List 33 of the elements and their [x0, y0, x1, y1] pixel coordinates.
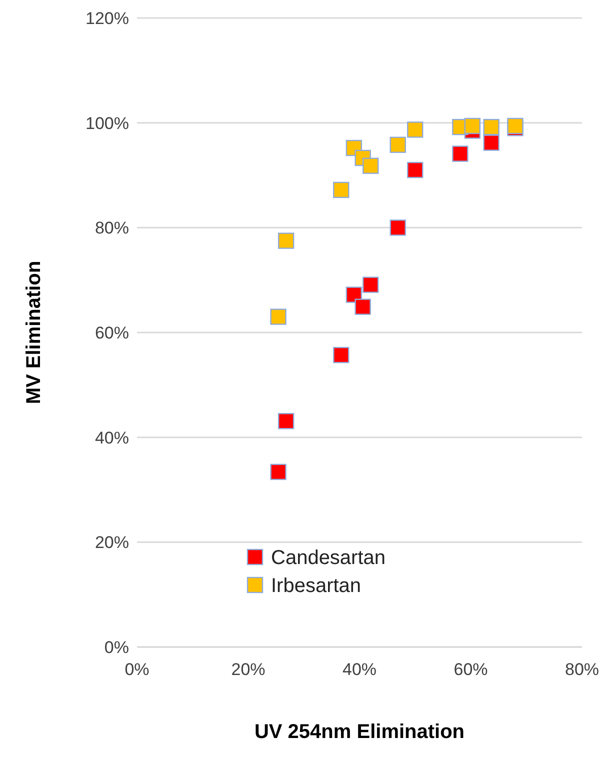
point [452, 146, 468, 162]
x-axis-title: UV 254nm Elimination [254, 721, 465, 743]
legend-label: Candesartan [271, 547, 386, 569]
y-axis-title: MV Elimination [23, 260, 45, 404]
x-tick-label: 0% [124, 660, 150, 679]
point [390, 136, 406, 153]
point [278, 412, 294, 430]
point [483, 134, 500, 151]
point [390, 220, 406, 236]
point [362, 276, 379, 293]
y-tick-label: 80% [94, 218, 129, 238]
y-tick-label: 120% [86, 8, 129, 28]
y-tick-label: 60% [94, 323, 129, 342]
x-tick-label: 20% [231, 660, 266, 679]
point [483, 118, 500, 136]
y-tick-label: 20% [94, 533, 129, 552]
point [407, 122, 424, 138]
point [333, 182, 350, 198]
x-tick-label: 80% [564, 660, 600, 679]
point [333, 346, 350, 364]
x-tick-label: 60% [454, 660, 488, 679]
point [270, 308, 286, 325]
y-tick-label: 0% [104, 638, 129, 657]
point [362, 158, 379, 174]
y-tick-label: 100% [86, 114, 129, 133]
point [354, 298, 371, 315]
x-tick-label: 40% [342, 660, 377, 679]
point [464, 118, 481, 134]
point [278, 232, 294, 249]
point [407, 162, 424, 178]
point [270, 464, 286, 480]
y-tick-label: 40% [94, 428, 129, 448]
legend-label: Irbesartan [271, 575, 362, 597]
